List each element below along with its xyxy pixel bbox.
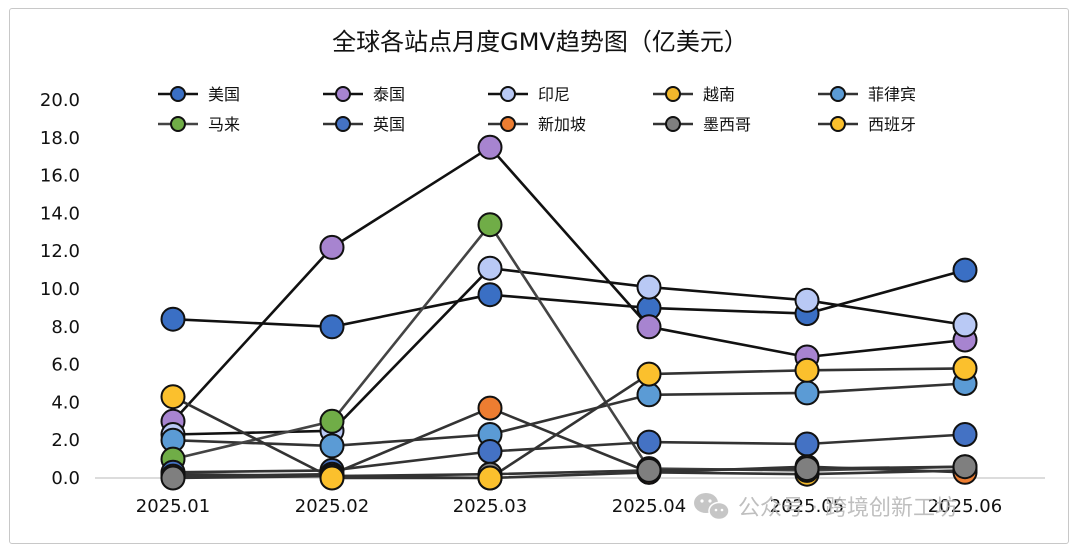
data-point [794, 380, 820, 406]
x-tick-label: 2025.03 [453, 496, 527, 517]
legend-label: 美国 [208, 85, 240, 104]
legend-label: 越南 [703, 85, 735, 104]
series-line-2 [172, 266, 966, 436]
y-tick-label: 6.0 [51, 355, 80, 376]
y-tick-label: 0.0 [51, 468, 80, 489]
legend-item: 美国 [158, 85, 240, 104]
y-tick-label: 20.0 [40, 90, 80, 111]
legend-label: 墨西哥 [703, 115, 751, 134]
legend-label: 马来 [208, 115, 240, 134]
x-axis-ticks: 2025.01 2025.02 2025.03 2025.04 2025.05 2025.… [136, 496, 1002, 517]
data-point [477, 282, 503, 308]
data-point [636, 429, 662, 455]
data-point [636, 382, 662, 408]
series-line-4 [172, 382, 966, 448]
y-tick-label: 2.0 [51, 430, 80, 451]
legend-marker [170, 116, 186, 132]
wechat-icon [694, 493, 730, 521]
data-point [794, 431, 820, 457]
data-point [794, 357, 820, 383]
y-tick-label: 18.0 [40, 128, 80, 149]
legend-item: 英国 [323, 115, 405, 134]
data-point [319, 314, 345, 340]
series-line-5 [172, 223, 966, 472]
legend-item: 马来 [158, 115, 240, 134]
data-point [160, 465, 186, 491]
watermark-text: 公众号 · 跨境创新工坊 [738, 496, 957, 521]
legend-marker [500, 116, 516, 132]
legend-item: 西班牙 [818, 115, 916, 134]
series-line-9 [172, 367, 966, 480]
y-tick-label: 16.0 [40, 166, 80, 187]
data-point [477, 395, 503, 421]
legend-marker [170, 86, 186, 102]
y-tick-label: 8.0 [51, 317, 80, 338]
legend-marker [665, 116, 681, 132]
data-point [319, 408, 345, 434]
data-point [952, 454, 978, 480]
data-point [477, 465, 503, 491]
chart-title: 全球各站点月度GMV趋势图（亿美元） [332, 28, 748, 56]
series-lines [172, 146, 966, 480]
x-tick-label: 2025.06 [928, 496, 1002, 517]
x-tick-label: 2025.05 [770, 496, 844, 517]
data-point [952, 312, 978, 338]
legend-label: 印尼 [538, 85, 570, 104]
legend-item: 菲律宾 [818, 85, 916, 104]
series-line-0 [172, 268, 966, 329]
x-tick-label: 2025.01 [136, 496, 210, 517]
series-points [160, 134, 978, 491]
legend-label: 菲律宾 [868, 85, 916, 104]
data-point [477, 439, 503, 464]
legend-item: 越南 [653, 85, 735, 104]
legend-marker [335, 86, 351, 102]
series-line-8 [172, 465, 966, 480]
legend-marker [335, 116, 351, 132]
y-tick-label: 4.0 [51, 392, 80, 413]
y-axis-ticks: 0.0 2.0 4.0 6.0 8.0 10.0 12.0 14.0 16.0 18.0 20.0 [40, 90, 80, 489]
legend-label: 泰国 [373, 85, 405, 104]
series-line-1 [172, 146, 966, 423]
legend-label: 西班牙 [868, 115, 916, 134]
data-point [160, 384, 186, 410]
legend-marker [665, 86, 681, 102]
legend-item: 印尼 [488, 85, 570, 104]
data-point [636, 457, 662, 483]
data-point [477, 134, 503, 160]
data-point [636, 274, 662, 300]
legend-item: 墨西哥 [653, 115, 751, 134]
legend-marker [830, 116, 846, 132]
data-point [794, 287, 820, 313]
data-point [319, 433, 345, 459]
data-point [319, 234, 345, 260]
data-point [952, 257, 978, 283]
data-point [477, 212, 503, 238]
data-point [952, 422, 978, 447]
legend-item: 新加坡 [488, 115, 586, 134]
legend-marker [830, 86, 846, 102]
data-point [636, 361, 662, 387]
data-point [319, 465, 345, 491]
chart-frame [9, 8, 1069, 544]
y-tick-label: 14.0 [40, 203, 80, 224]
x-tick-label: 2025.02 [295, 496, 369, 517]
data-point [636, 314, 662, 340]
legend-label: 英国 [373, 115, 405, 134]
data-point [160, 306, 186, 332]
y-tick-label: 12.0 [40, 241, 80, 262]
data-point [952, 355, 978, 381]
series-line-6 [172, 433, 966, 474]
x-tick-label: 2025.04 [612, 496, 686, 517]
legend-item: 泰国 [323, 85, 405, 104]
watermark: 公众号 · 跨境创新工坊 [694, 493, 957, 521]
data-point [477, 255, 503, 281]
y-tick-label: 10.0 [40, 279, 80, 300]
legend-marker [500, 86, 516, 102]
legend-label: 新加坡 [538, 115, 586, 134]
data-point [794, 456, 820, 482]
